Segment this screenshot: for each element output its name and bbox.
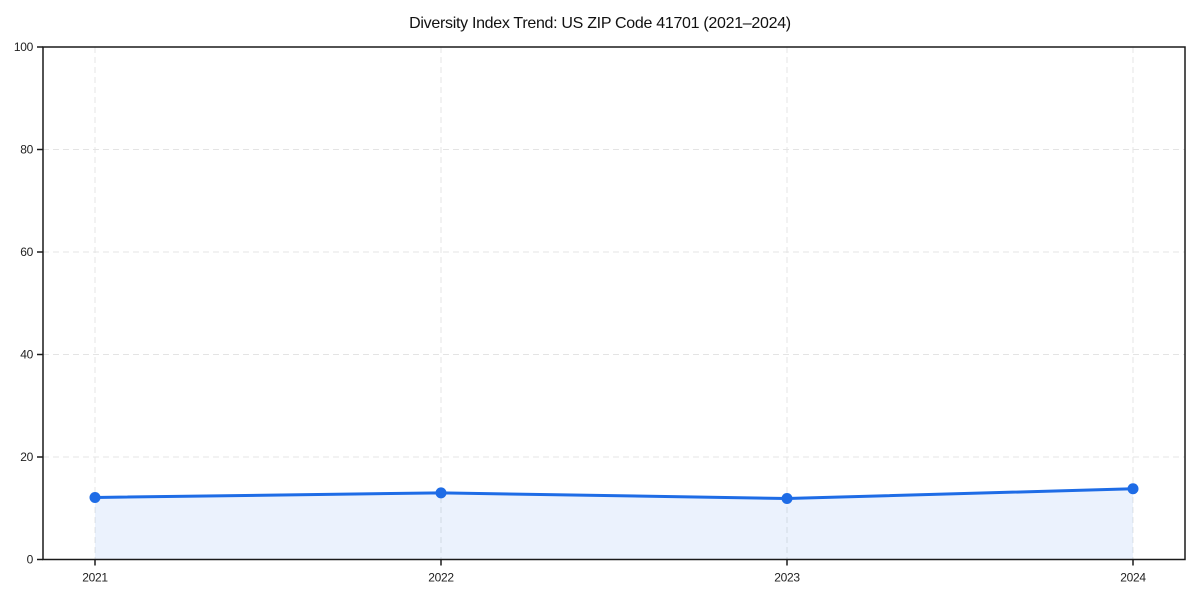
y-axis-tick-label-100: 100 (14, 40, 34, 54)
y-axis-tick-label-80: 80 (20, 143, 33, 157)
y-axis-tick-label-20: 20 (20, 450, 33, 464)
x-axis-tick-label-2021: 2021 (82, 571, 108, 585)
x-axis-tick-label-2024: 2024 (1120, 571, 1146, 585)
y-axis-tick-label-40: 40 (20, 348, 33, 362)
data-point-2023 (781, 493, 793, 505)
axis-ticks-and-labels-layer: 0 20 40 60 80 100 2021 2022 2023 2024 (14, 40, 1147, 585)
x-axis-tick-label-2022: 2022 (428, 571, 454, 585)
y-axis-tick-label-0: 0 (27, 553, 34, 567)
y-axis-tick-label-60: 60 (20, 245, 33, 259)
data-point-2021 (89, 491, 101, 503)
data-series-layer (89, 483, 1139, 560)
trend-line (93, 487, 1135, 501)
x-axis-tick-label-2023: 2023 (774, 571, 800, 585)
chart-title: Diversity Index Trend: US ZIP Code 41701… (409, 15, 791, 32)
plot-frame-layer (42, 46, 1186, 561)
data-point-2022 (435, 487, 447, 499)
data-point-2024 (1127, 483, 1139, 495)
area-fill (95, 488, 1133, 560)
gridlines-layer (43, 46, 1185, 560)
plot-border (42, 46, 1186, 561)
